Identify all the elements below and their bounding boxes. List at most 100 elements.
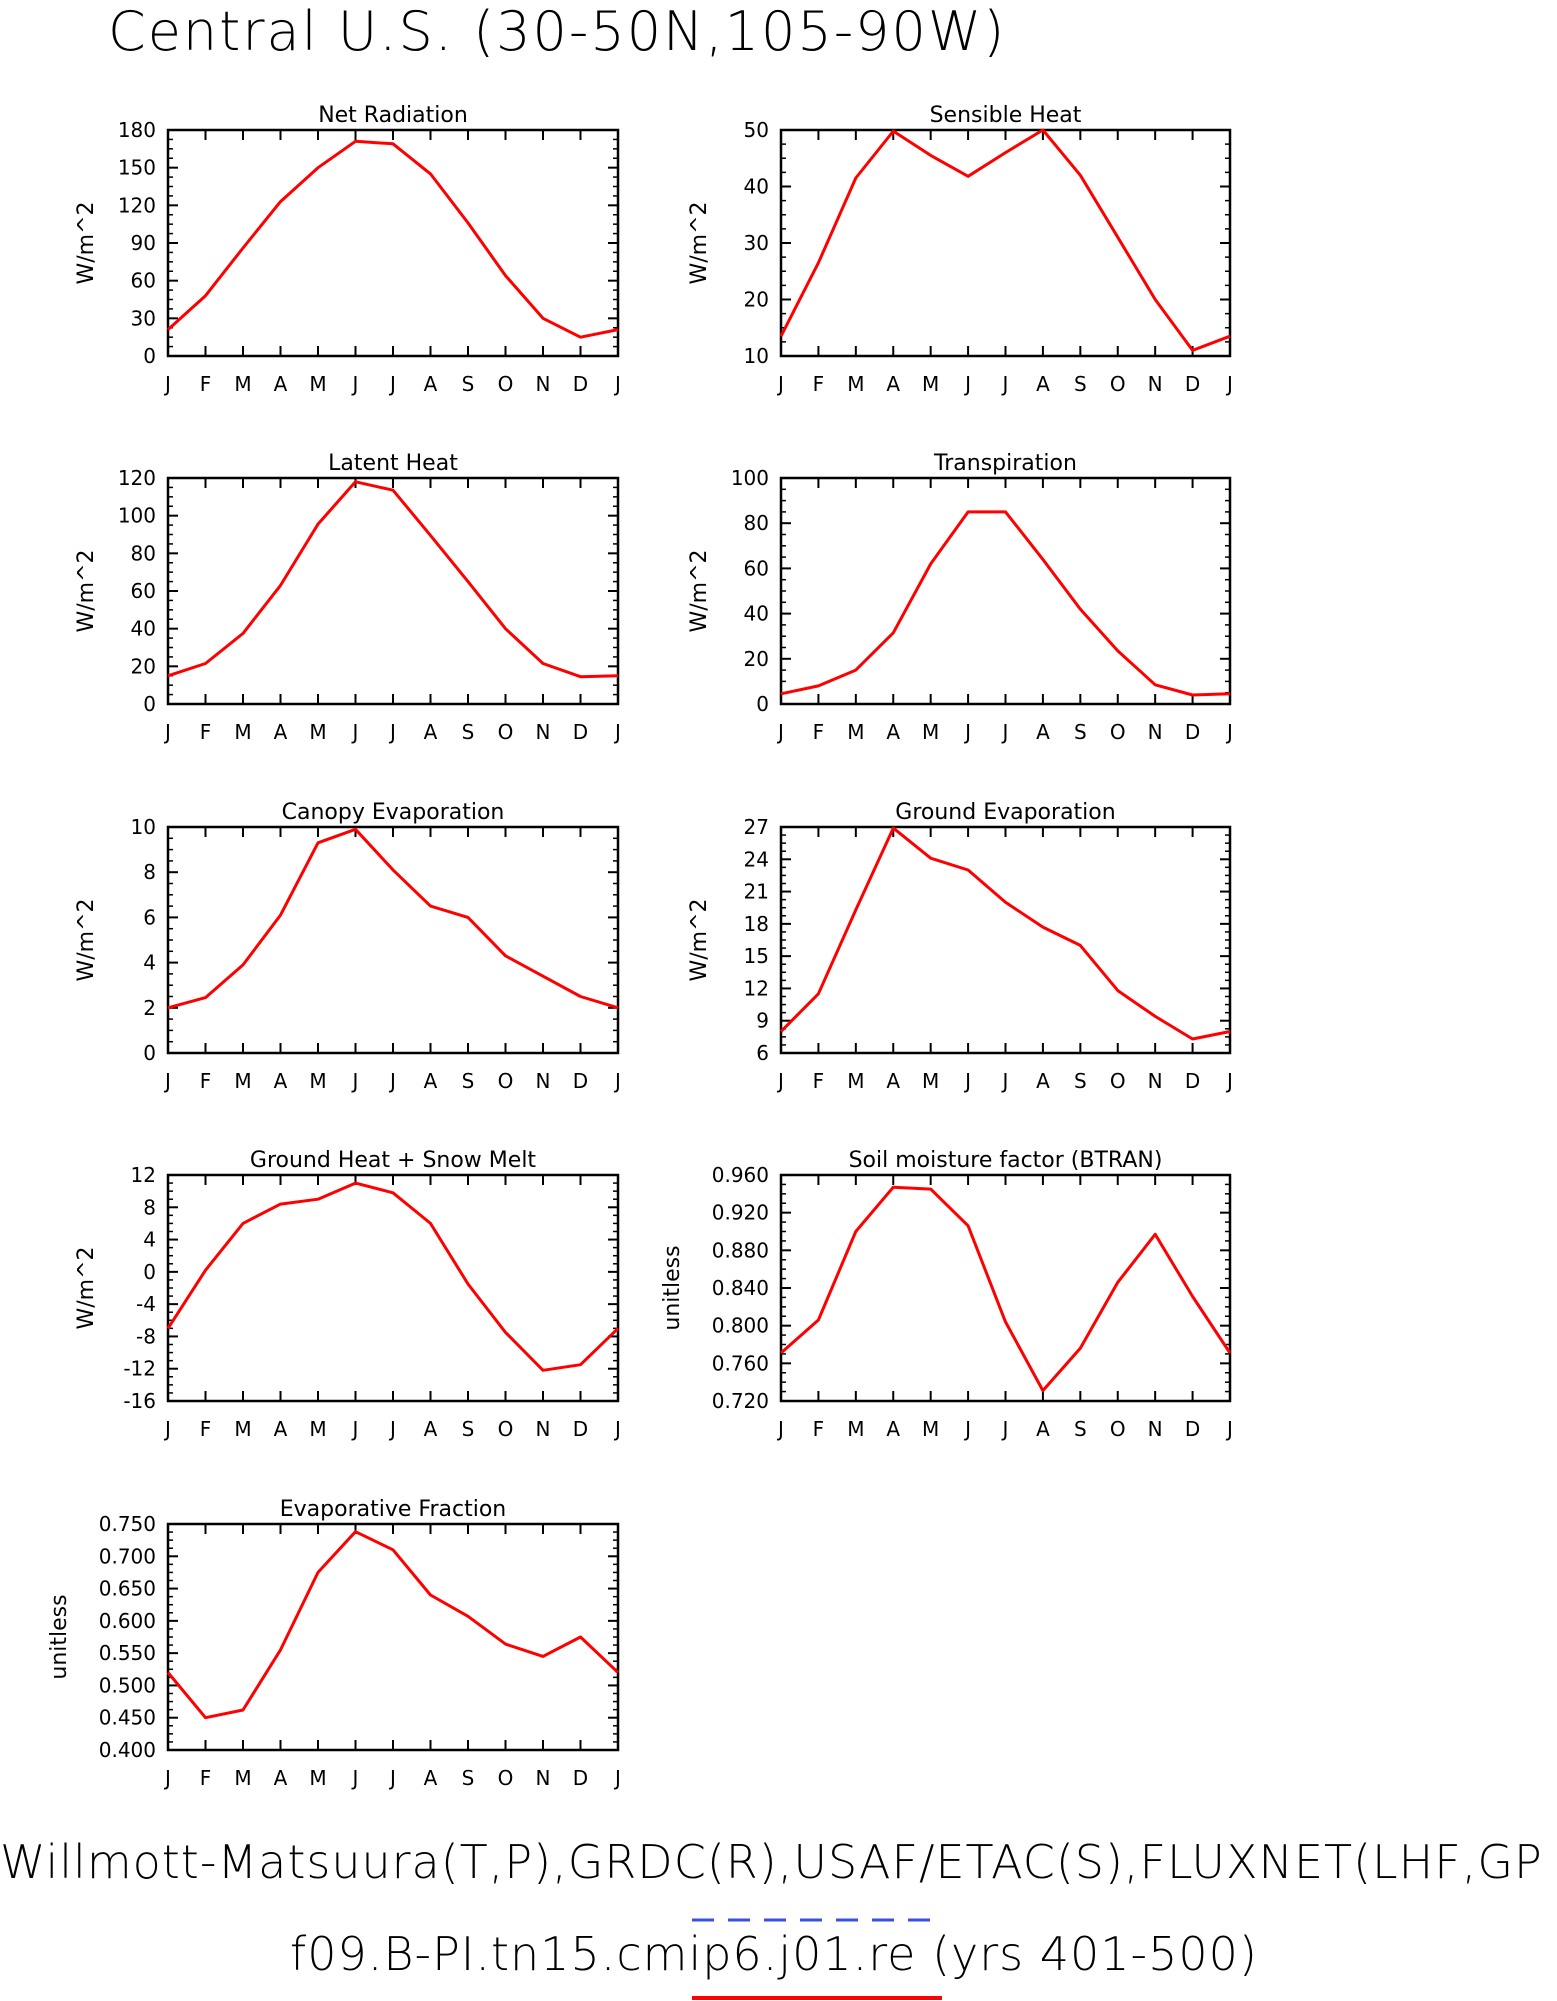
plot-frame	[779, 1173, 1232, 1403]
x-tick-label: D	[573, 372, 588, 396]
y-tick-label: 9	[756, 1009, 769, 1033]
x-tick-label: F	[200, 372, 212, 396]
x-tick-label: S	[1074, 1417, 1087, 1441]
y-axis-label: W/m^2	[74, 1246, 99, 1329]
y-tick-label: 60	[131, 579, 156, 603]
x-tick-label: A	[424, 1766, 438, 1790]
y-tick-label: 40	[744, 602, 769, 626]
panel-9: Evaporative Fraction 0.400 0.450 0.500 0.550…	[47, 1497, 621, 1790]
series-line	[780, 1185, 1232, 1393]
x-tick-label: O	[498, 1766, 514, 1790]
x-tick-label: J	[163, 1766, 171, 1790]
y-tick-label: 90	[131, 231, 156, 255]
x-tick-label: J	[1225, 1417, 1233, 1441]
x-tick-label: S	[462, 720, 475, 744]
x-tick-label: A	[424, 1069, 438, 1093]
y-tick-label: 18	[744, 912, 769, 936]
x-tick-label: O	[1110, 372, 1126, 396]
x-tick-label: J	[776, 372, 784, 396]
x-tick-label: D	[573, 1766, 588, 1790]
x-tick-label: A	[424, 720, 438, 744]
y-tick-label: 0.880	[712, 1238, 769, 1262]
y-tick-label: 10	[131, 815, 156, 839]
panel-title: Latent Heat	[328, 451, 458, 476]
x-tick-label: M	[922, 720, 939, 744]
y-axis-label: W/m^2	[687, 201, 712, 284]
footer-sources: Willmott-Matsuura(T,P),GRDC(R),USAF/ETAC…	[0, 1835, 1543, 1889]
y-tick-label: 0.600	[99, 1609, 156, 1633]
x-tick-label: A	[274, 1417, 288, 1441]
y-tick-label: 8	[143, 1195, 156, 1219]
x-tick-label: S	[462, 1417, 475, 1441]
panel-title: Net Radiation	[318, 103, 468, 128]
x-tick-label: J	[351, 372, 359, 396]
y-axis-label: W/m^2	[74, 549, 99, 632]
x-tick-label: J	[1225, 372, 1233, 396]
x-tick-label: F	[813, 1417, 825, 1441]
plot-frame	[779, 825, 1232, 1055]
x-tick-label: F	[813, 372, 825, 396]
x-tick-label: M	[234, 720, 251, 744]
panel-title: Ground Evaporation	[895, 800, 1115, 825]
series-line	[780, 510, 1231, 697]
y-tick-label: 40	[744, 175, 769, 199]
x-tick-label: D	[1185, 372, 1200, 396]
x-tick-label: O	[498, 1417, 514, 1441]
x-tick-label: M	[234, 1766, 251, 1790]
x-tick-label: N	[536, 720, 551, 744]
y-tick-label: 6	[143, 905, 156, 929]
panel-title: Transpiration	[933, 451, 1077, 476]
y-tick-label: 12	[131, 1163, 156, 1187]
y-tick-label: 30	[131, 306, 156, 330]
x-tick-label: D	[1185, 720, 1200, 744]
series-line	[779, 826, 1231, 1041]
y-tick-label: 0	[756, 692, 769, 716]
series-line	[167, 827, 619, 1010]
plot-frame	[166, 825, 620, 1055]
series-line	[166, 139, 619, 339]
y-tick-label: -8	[136, 1324, 156, 1348]
x-tick-label: D	[573, 1069, 588, 1093]
x-tick-label: A	[886, 372, 900, 396]
y-tick-label: 0.750	[99, 1512, 156, 1536]
x-tick-label: S	[1074, 720, 1087, 744]
panel-title: Evaporative Fraction	[280, 1497, 506, 1522]
y-tick-label: 0.760	[712, 1351, 769, 1375]
y-tick-label: 2	[143, 996, 156, 1020]
x-tick-label: F	[813, 1069, 825, 1093]
x-tick-label: J	[1225, 720, 1233, 744]
series-line	[167, 480, 619, 679]
y-tick-label: 0.550	[99, 1641, 156, 1665]
y-tick-label: 120	[118, 193, 156, 217]
y-tick-label: 30	[744, 231, 769, 255]
y-tick-label: 10	[744, 344, 769, 368]
x-tick-label: O	[498, 372, 514, 396]
y-tick-label: 8	[143, 860, 156, 884]
y-tick-label: 0	[143, 1041, 156, 1065]
x-tick-label: J	[776, 1417, 784, 1441]
y-tick-label: 24	[744, 847, 769, 871]
x-tick-label: A	[1036, 720, 1050, 744]
x-tick-label: A	[1036, 372, 1050, 396]
x-tick-label: F	[200, 1069, 212, 1093]
x-tick-label: F	[200, 720, 212, 744]
x-tick-label: J	[351, 1766, 359, 1790]
x-tick-label: A	[1036, 1417, 1050, 1441]
panel-title: Sensible Heat	[930, 103, 1082, 128]
x-tick-label: J	[963, 720, 971, 744]
x-tick-label: D	[573, 720, 588, 744]
x-tick-label: J	[776, 1069, 784, 1093]
x-tick-label: N	[536, 372, 551, 396]
y-axis-label: W/m^2	[74, 201, 99, 284]
x-tick-label: J	[613, 372, 621, 396]
x-tick-label: J	[351, 1417, 359, 1441]
x-tick-label: J	[613, 1069, 621, 1093]
x-tick-label: J	[163, 1069, 171, 1093]
x-tick-label: F	[813, 720, 825, 744]
y-tick-label: 0.720	[712, 1389, 769, 1413]
